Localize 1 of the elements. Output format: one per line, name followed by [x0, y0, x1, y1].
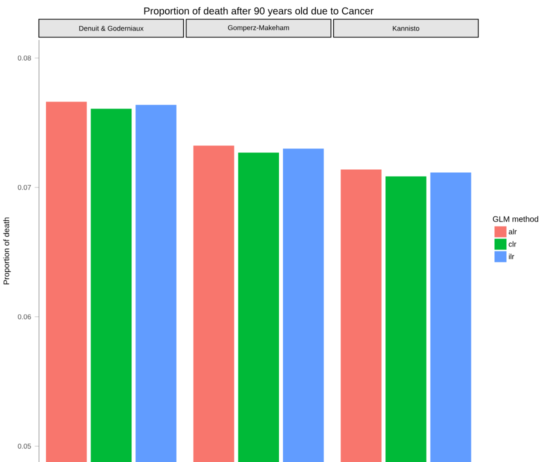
chart-title: Proportion of death after 90 years old due to Cancer: [144, 6, 374, 16]
